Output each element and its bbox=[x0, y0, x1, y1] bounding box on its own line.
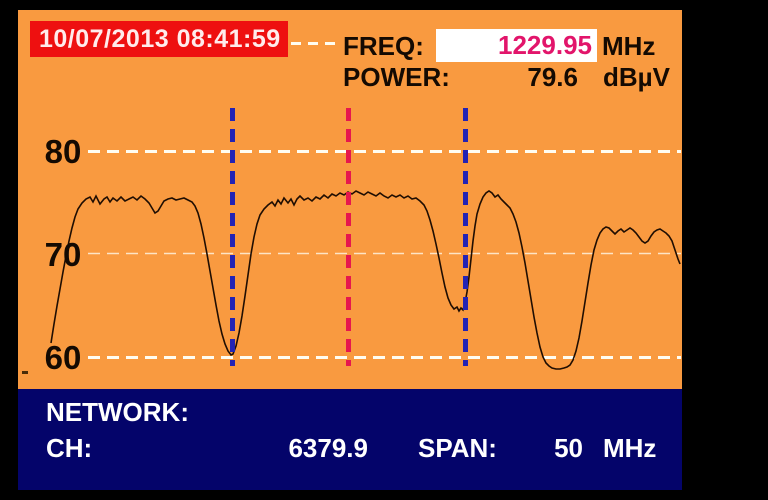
screen-artifact-mark bbox=[22, 371, 28, 374]
ytick-60: 60 bbox=[44, 339, 82, 376]
network-label: NETWORK: bbox=[46, 397, 189, 427]
power-label: POWER: bbox=[343, 62, 450, 92]
span-label: SPAN: bbox=[418, 433, 497, 463]
freq-unit: MHz bbox=[602, 31, 656, 61]
freq-label: FREQ: bbox=[343, 31, 424, 61]
channel-label: CH: bbox=[46, 433, 93, 463]
freq-value-field[interactable]: 1229.95 bbox=[436, 29, 597, 62]
span-value: 50 bbox=[554, 433, 583, 463]
span-unit: MHz bbox=[603, 433, 657, 463]
timestamp-badge: 10/07/2013 08:41:59 bbox=[30, 21, 288, 57]
connector-dashed-line bbox=[291, 42, 340, 45]
info-panel bbox=[18, 389, 682, 490]
timestamp-text: 10/07/2013 08:41:59 bbox=[39, 25, 281, 53]
power-unit: dBµV bbox=[603, 62, 670, 92]
ytick-70: 70 bbox=[44, 236, 82, 273]
channel-value: 6379.9 bbox=[288, 433, 368, 463]
ytick-80: 80 bbox=[44, 133, 82, 170]
power-value: 79.6 bbox=[527, 62, 578, 92]
freq-value: 1229.95 bbox=[498, 30, 592, 60]
